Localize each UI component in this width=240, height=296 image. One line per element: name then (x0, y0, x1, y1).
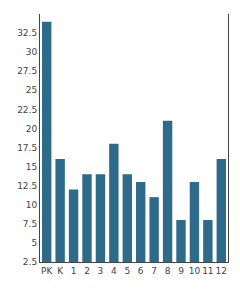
svg-text:8: 8 (165, 266, 171, 276)
svg-text:K: K (57, 266, 64, 276)
svg-text:2.5: 2.5 (23, 257, 37, 267)
svg-text:3: 3 (98, 266, 104, 276)
svg-text:7: 7 (151, 266, 157, 276)
svg-text:9: 9 (178, 266, 184, 276)
svg-text:20: 20 (26, 124, 38, 134)
svg-text:11: 11 (202, 266, 213, 276)
svg-text:27.5: 27.5 (17, 66, 37, 76)
svg-text:5: 5 (124, 266, 130, 276)
svg-text:2: 2 (84, 266, 90, 276)
svg-text:25: 25 (26, 85, 37, 95)
svg-text:7.5: 7.5 (23, 219, 37, 229)
svg-text:10: 10 (26, 200, 38, 210)
svg-text:4: 4 (111, 266, 117, 276)
svg-text:32.5: 32.5 (17, 28, 37, 38)
svg-text:12: 12 (216, 266, 227, 276)
svg-text:5: 5 (31, 238, 37, 248)
svg-text:17.5: 17.5 (17, 143, 37, 153)
svg-text:15: 15 (26, 162, 37, 172)
svg-text:10: 10 (189, 266, 201, 276)
svg-text:PK: PK (41, 266, 53, 276)
svg-text:6: 6 (138, 266, 144, 276)
svg-text:30: 30 (26, 47, 38, 57)
svg-text:22.5: 22.5 (17, 105, 37, 115)
svg-text:12.5: 12.5 (17, 181, 37, 191)
svg-text:1: 1 (71, 266, 77, 276)
